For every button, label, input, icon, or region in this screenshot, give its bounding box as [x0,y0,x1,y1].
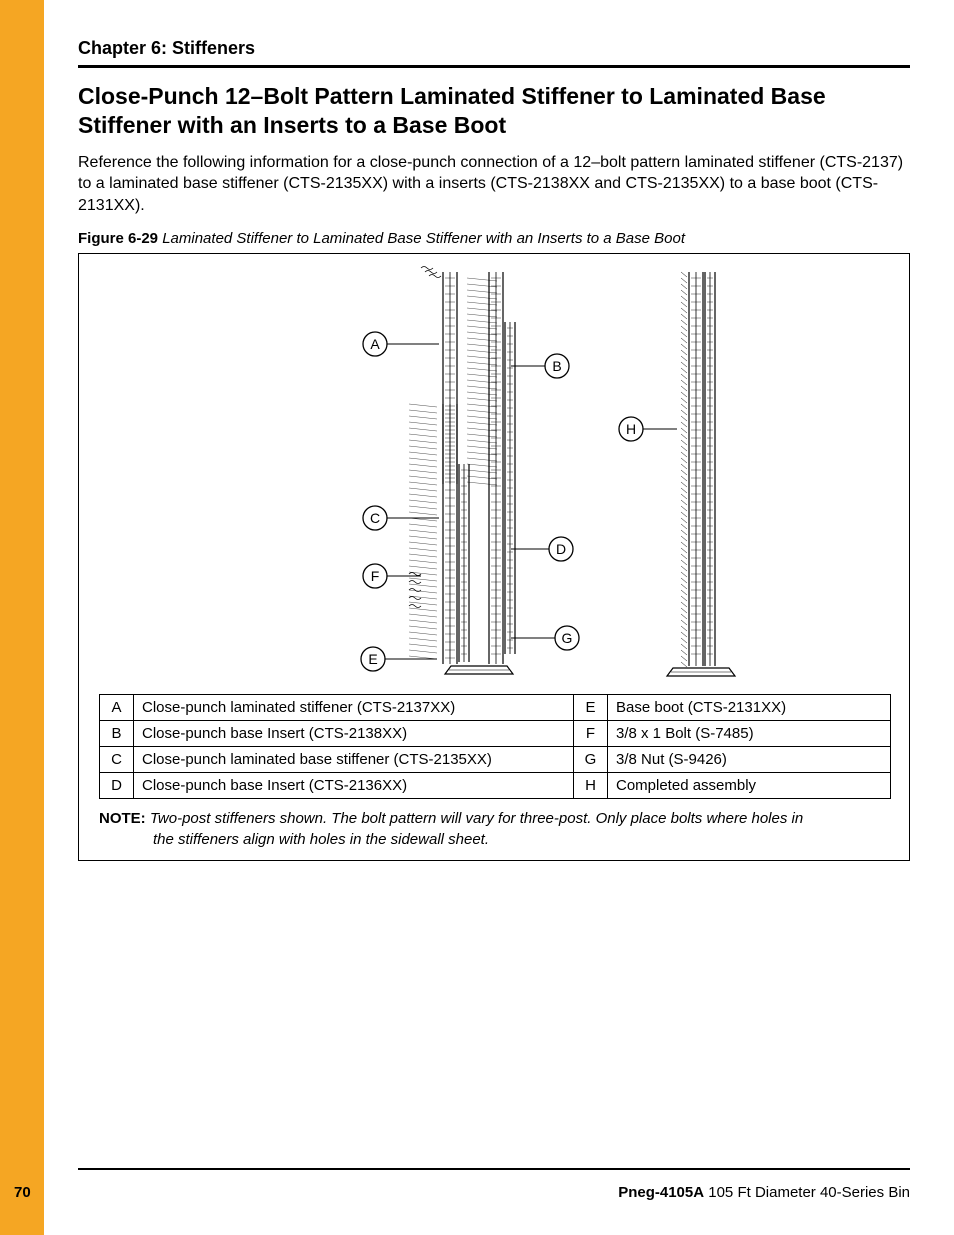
table-row: AClose-punch laminated stiffener (CTS-21… [100,695,891,721]
legend-desc: Close-punch base Insert (CTS-2138XX) [134,721,574,747]
note-label: NOTE: [99,810,146,827]
svg-text:D: D [556,541,566,557]
footer-rule [78,1168,910,1170]
svg-text:E: E [368,651,377,667]
figure-caption-text: Laminated Stiffener to Laminated Base St… [162,230,685,247]
svg-text:A: A [370,336,380,352]
legend-desc: Completed assembly [608,773,891,799]
legend-desc: Base boot (CTS-2131XX) [608,695,891,721]
heading-rule [78,65,910,68]
figure-caption: Figure 6-29 Laminated Stiffener to Lamin… [78,230,910,247]
document-id-bold: Pneg-4105A [618,1184,704,1201]
svg-text:F: F [371,568,380,584]
legend-key: G [574,747,608,773]
legend-key: F [574,721,608,747]
legend-table: AClose-punch laminated stiffener (CTS-21… [99,694,891,799]
legend-desc: Close-punch laminated stiffener (CTS-213… [134,695,574,721]
svg-text:H: H [626,421,636,437]
legend-desc: Close-punch laminated base stiffener (CT… [134,747,574,773]
body-paragraph: Reference the following information for … [78,152,910,217]
note-text-line1: Two-post stiffeners shown. The bolt patt… [150,810,803,827]
svg-text:C: C [370,510,380,526]
legend-desc: 3/8 x 1 Bolt (S-7485) [608,721,891,747]
legend-key: A [100,695,134,721]
legend-key: E [574,695,608,721]
chapter-heading: Chapter 6: Stiffeners [78,38,910,65]
document-id-rest: 105 Ft Diameter 40-Series Bin [704,1184,910,1201]
page-sidebar-accent [0,0,44,1235]
svg-text:B: B [552,358,561,374]
stiffener-diagram-svg: A B C D E F G H [79,254,911,694]
legend-key: H [574,773,608,799]
legend-key: C [100,747,134,773]
figure-number: Figure 6-29 [78,230,158,247]
section-title: Close-Punch 12–Bolt Pattern Laminated St… [78,82,910,140]
legend-desc: 3/8 Nut (S-9426) [608,747,891,773]
figure-note: NOTE: Two-post stiffeners shown. The bol… [99,809,889,850]
technical-drawing: A B C D E F G H [79,254,909,694]
figure-box: ABCDEFGH AClose-punch laminated stiffene… [78,253,910,861]
table-row: BClose-punch base Insert (CTS-2138XX)F3/… [100,721,891,747]
note-text-line2: the stiffeners align with holes in the s… [153,830,889,850]
table-row: CClose-punch laminated base stiffener (C… [100,747,891,773]
page-number: 70 [14,1184,31,1201]
svg-text:G: G [562,630,573,646]
document-id: Pneg-4105A 105 Ft Diameter 40-Series Bin [618,1184,910,1201]
table-row: DClose-punch base Insert (CTS-2136XX)HCo… [100,773,891,799]
legend-desc: Close-punch base Insert (CTS-2136XX) [134,773,574,799]
legend-key: D [100,773,134,799]
legend-key: B [100,721,134,747]
page-content: Chapter 6: Stiffeners Close-Punch 12–Bol… [78,38,910,861]
